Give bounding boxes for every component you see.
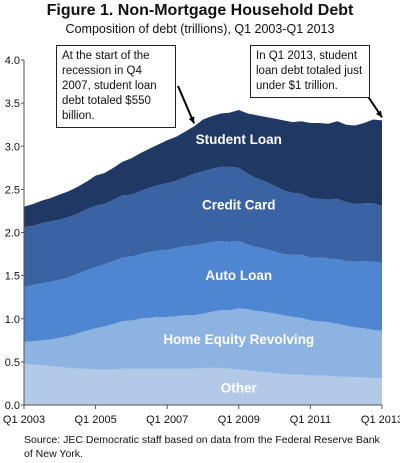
callout-q1-2013: In Q1 2013, student loan debt totaled ju… — [250, 45, 370, 98]
series-label-home-equity-revolving: Home Equity Revolving — [163, 332, 314, 347]
chart-title: Figure 1. Non-Mortgage Household Debt — [46, 2, 354, 19]
arrow-q1-2013-head — [375, 110, 382, 118]
y-tick-label: 3.5 — [5, 98, 20, 110]
series-label-auto-loan: Auto Loan — [205, 268, 272, 283]
source-note: Source: JEC Democratic staff based on da… — [24, 434, 380, 460]
x-tick-label: Q1 2003 — [3, 414, 45, 426]
y-tick-label: 2.0 — [5, 228, 20, 240]
series-label-student-loan: Student Loan — [196, 132, 282, 147]
area-auto-loan — [24, 241, 382, 342]
y-tick-label: 2.5 — [5, 184, 20, 196]
x-tick-label: Q1 2005 — [74, 414, 116, 426]
series-label-credit-card: Credit Card — [202, 197, 276, 212]
x-tick-label: Q1 2013 — [361, 414, 400, 426]
area-credit-card — [24, 166, 382, 287]
area-other — [24, 363, 382, 405]
y-tick-label: 1.5 — [5, 271, 20, 283]
area-home-equity-revolving — [24, 308, 382, 379]
y-tick-label: 1.0 — [5, 314, 20, 326]
y-tick-label: 0.0 — [5, 400, 20, 412]
y-tick-label: 3.0 — [5, 141, 20, 153]
y-tick-label: 0.5 — [5, 357, 20, 369]
x-tick-label: Q1 2007 — [146, 414, 188, 426]
area-student-loan — [24, 110, 382, 228]
callout-recession: At the start of the recession in Q4 2007… — [56, 45, 176, 128]
chart-subtitle: Composition of debt (trillions), Q1 2003… — [65, 22, 335, 36]
y-tick-label: 4.0 — [5, 55, 20, 67]
series-label-other: Other — [221, 380, 258, 395]
arrow-recession — [177, 85, 195, 124]
x-tick-label: Q1 2009 — [218, 414, 260, 426]
arrow-recession-head — [188, 116, 195, 124]
x-tick-label: Q1 2011 — [290, 414, 331, 426]
